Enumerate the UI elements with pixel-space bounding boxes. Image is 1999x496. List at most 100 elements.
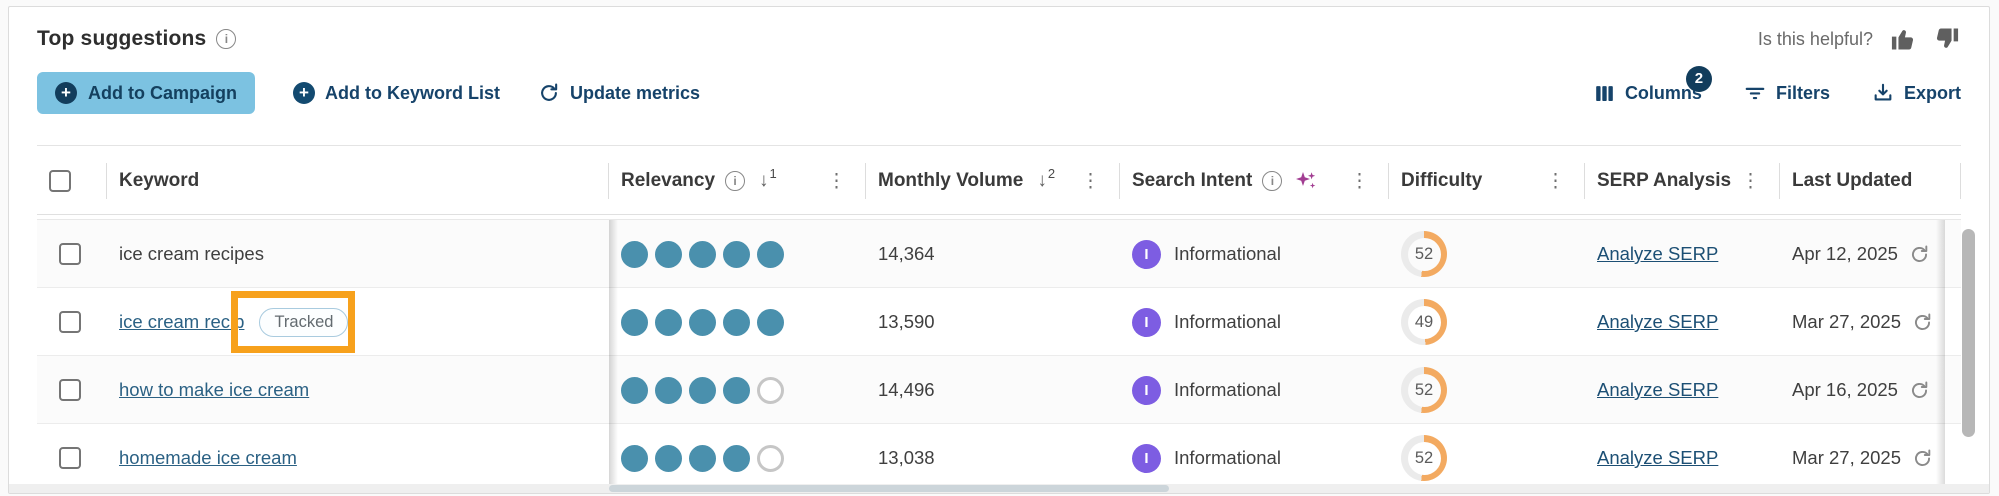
serp-analysis-cell: Analyze SERP — [1585, 356, 1780, 424]
search-intent-cell: I Informational — [1120, 356, 1389, 424]
relevancy-dot — [655, 376, 682, 404]
relevancy-dot — [621, 444, 648, 472]
refresh-icon[interactable] — [1912, 312, 1933, 333]
filters-button[interactable]: Filters — [1744, 82, 1830, 104]
refresh-icon[interactable] — [1912, 448, 1933, 469]
difficulty-value: 52 — [1407, 373, 1441, 407]
vertical-scrollbar-thumb[interactable] — [1962, 229, 1975, 437]
header-keyword: Keyword — [107, 146, 609, 216]
column-menu-icon[interactable]: ⋮ — [827, 170, 846, 192]
panel-header: Top suggestions i Is this helpful? — [37, 7, 1961, 53]
download-icon — [1872, 82, 1894, 104]
sort-down-icon: ↓ — [1037, 169, 1047, 191]
serp-analysis-cell: Analyze SERP — [1585, 424, 1780, 492]
keyword-link[interactable]: how to make ice cream — [119, 379, 310, 400]
relevancy-cell — [609, 424, 866, 492]
row-select-cell — [37, 220, 107, 288]
last-updated-cell: Mar 27, 2025 — [1780, 424, 1961, 492]
header-monthly-volume: Monthly Volume ↓ 2 ⋮ — [866, 146, 1120, 216]
table-row: ice cream recipes 14,364 I Informational… — [37, 220, 1961, 288]
keyword-link[interactable]: homemade ice cream — [119, 447, 297, 468]
header-serp-analysis: SERP Analysis ⋮ — [1585, 146, 1780, 216]
add-to-campaign-button[interactable]: + Add to Campaign — [37, 72, 255, 114]
row-checkbox[interactable] — [59, 447, 81, 469]
analyze-serp-link[interactable]: Analyze SERP — [1597, 311, 1719, 332]
header-relevancy: Relevancy i ↓ 1 ⋮ — [609, 146, 866, 216]
refresh-icon[interactable] — [1909, 380, 1930, 401]
export-button[interactable]: Export — [1872, 82, 1961, 104]
search-intent-cell: I Informational — [1120, 220, 1389, 288]
intent-label: Informational — [1174, 311, 1281, 332]
monthly-volume-cell: 13,038 — [866, 424, 1120, 492]
relevancy-dot — [621, 376, 648, 404]
keyword-cell: ice cream recip Tracked — [107, 288, 609, 356]
relevancy-cell — [609, 356, 866, 424]
analyze-serp-link[interactable]: Analyze SERP — [1597, 447, 1719, 468]
refresh-icon[interactable] — [1909, 244, 1930, 265]
difficulty-cell: 52 — [1389, 424, 1585, 492]
thumbs-down-icon[interactable] — [1933, 25, 1961, 53]
header-search-intent-label: Search Intent — [1132, 170, 1253, 191]
last-updated-value: Apr 16, 2025 — [1792, 379, 1898, 400]
relevancy-dot — [723, 240, 750, 268]
relevancy-dot — [723, 376, 750, 404]
header-keyword-label: Keyword — [119, 170, 200, 191]
relevancy-dot — [723, 308, 750, 336]
difficulty-value: 52 — [1407, 237, 1441, 271]
column-menu-icon[interactable]: ⋮ — [1350, 170, 1369, 192]
filters-label: Filters — [1775, 82, 1830, 103]
difficulty-donut: 49 — [1401, 299, 1447, 345]
scroll-edge-shadow — [1936, 220, 1945, 492]
update-metrics-label: Update metrics — [570, 82, 701, 103]
header-serp-analysis-label: SERP Analysis — [1597, 170, 1732, 191]
table-header: Keyword Relevancy i ↓ 1 ⋮ Monthly Volume… — [37, 145, 1961, 215]
info-icon[interactable]: i — [1262, 171, 1283, 191]
row-checkbox[interactable] — [59, 379, 81, 401]
last-updated-cell: Apr 12, 2025 — [1780, 220, 1961, 288]
relevancy-dot — [655, 308, 682, 336]
update-metrics-button[interactable]: Update metrics — [538, 82, 700, 104]
sort-order: 1 — [769, 165, 777, 181]
header-difficulty: Difficulty ⋮ — [1389, 146, 1585, 216]
helpful-label: Is this helpful? — [1757, 28, 1873, 49]
sort-indicator[interactable]: ↓ 1 — [759, 166, 777, 193]
keyword-link[interactable]: ice cream recipes — [119, 243, 264, 264]
last-updated-cell: Mar 27, 2025 — [1780, 288, 1961, 356]
columns-button[interactable]: Columns 2 — [1594, 65, 1712, 104]
row-select-cell — [37, 288, 107, 356]
export-label: Export — [1903, 82, 1961, 103]
row-select-cell — [37, 424, 107, 492]
columns-label: Columns — [1624, 82, 1702, 103]
analyze-serp-link[interactable]: Analyze SERP — [1597, 379, 1719, 400]
header-search-intent: Search Intent i ⋮ — [1120, 146, 1389, 216]
add-to-keyword-list-button[interactable]: + Add to Keyword List — [293, 82, 500, 104]
column-menu-icon[interactable]: ⋮ — [1741, 170, 1760, 192]
search-intent-cell: I Informational — [1120, 288, 1389, 356]
info-icon[interactable]: i — [216, 29, 237, 49]
relevancy-cell — [609, 288, 866, 356]
keyword-link[interactable]: ice cream recip — [119, 311, 245, 332]
column-menu-icon[interactable]: ⋮ — [1546, 170, 1565, 192]
relevancy-dot — [757, 308, 784, 336]
thumbs-up-icon[interactable] — [1889, 25, 1917, 53]
difficulty-donut: 52 — [1401, 231, 1447, 277]
analyze-serp-link[interactable]: Analyze SERP — [1597, 243, 1719, 264]
sort-down-icon: ↓ — [759, 169, 769, 191]
relevancy-dot — [689, 240, 716, 268]
info-icon[interactable]: i — [725, 171, 746, 191]
difficulty-cell: 52 — [1389, 356, 1585, 424]
serp-analysis-cell: Analyze SERP — [1585, 288, 1780, 356]
relevancy-dot — [689, 308, 716, 336]
refresh-icon — [538, 82, 560, 104]
difficulty-cell: 52 — [1389, 220, 1585, 288]
relevancy-dots — [621, 240, 784, 268]
relevancy-dot — [689, 444, 716, 472]
sort-indicator[interactable]: ↓ 2 — [1037, 166, 1055, 193]
horizontal-scrollbar-thumb[interactable] — [609, 485, 1169, 492]
row-checkbox[interactable] — [59, 243, 81, 265]
row-checkbox[interactable] — [59, 311, 81, 333]
difficulty-cell: 49 — [1389, 288, 1585, 356]
intent-label: Informational — [1174, 243, 1281, 264]
column-menu-icon[interactable]: ⋮ — [1081, 170, 1100, 192]
select-all-checkbox[interactable] — [49, 170, 71, 192]
